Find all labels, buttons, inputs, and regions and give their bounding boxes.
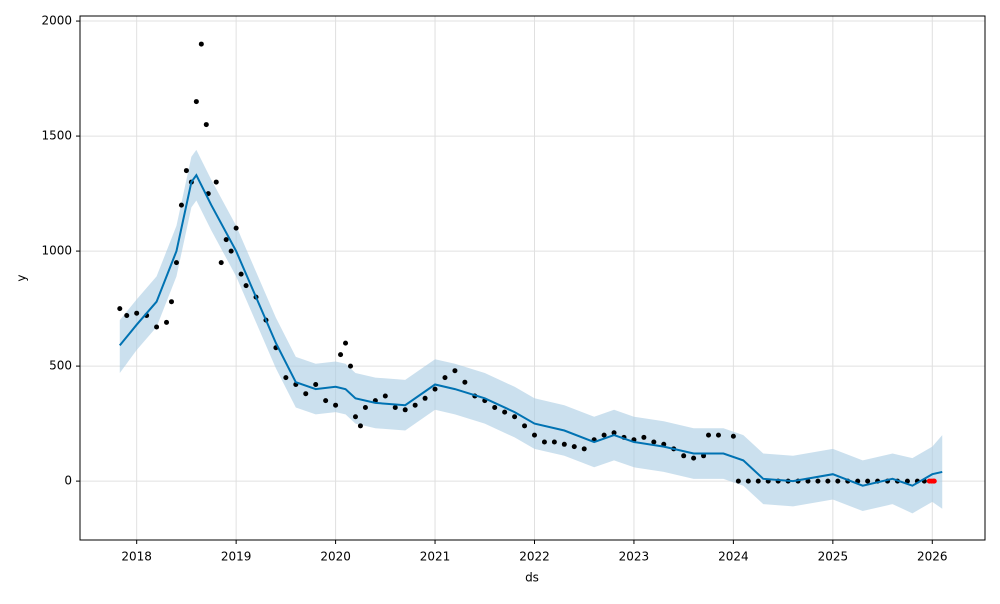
observed-point [641,434,647,440]
y-tick-label: 1000 [41,244,72,258]
observed-point [218,260,224,266]
observed-point [228,248,234,254]
forecast-line [119,173,943,487]
observed-point [691,455,697,461]
observed-point [164,319,170,325]
observed-point [730,433,736,439]
observed-point [541,439,547,445]
observed-point [561,441,567,447]
observed-point [681,453,687,459]
observed-point [735,478,741,484]
y-tick-label: 0 [64,474,72,488]
observed-point [173,260,179,266]
observed-point [706,432,712,438]
x-tick-label: 2019 [221,550,252,564]
observed-point [651,439,657,445]
observed-point [402,407,408,413]
observed-point [313,382,319,388]
observed-point [323,398,329,404]
observed-point [362,405,368,411]
observed-point [193,99,199,105]
observed-point [512,414,518,420]
observed-point [815,478,821,484]
x-axis-label: ds [525,571,539,585]
observed-point [343,340,349,346]
observed-point [134,310,140,316]
observed-point [755,478,761,484]
y-tick-label: 2000 [41,14,72,28]
y-tick-label: 500 [49,359,72,373]
observed-point [348,363,354,369]
x-tick-label: 2024 [718,550,749,564]
observed-point [571,444,577,450]
observed-point [551,439,557,445]
observed-point [432,386,438,392]
observed-point [233,225,239,231]
observed-point [581,446,587,452]
x-tick-label: 2025 [818,550,849,564]
observed-point [805,478,811,484]
observed-point [303,391,309,397]
observed-point [601,432,607,438]
x-tick-label: 2023 [619,550,650,564]
observed-point [124,312,130,318]
observed-point [502,409,508,415]
observed-point [168,299,174,305]
observed-point [352,414,358,420]
plot-frame [79,15,986,541]
observed-point [825,478,831,484]
x-tick-label: 2021 [420,550,451,564]
uncertainty-band [119,149,943,514]
observed-point [117,306,123,312]
observed-point [412,402,418,408]
observed-point [223,237,229,243]
observed-point [382,393,388,399]
observed-point [238,271,244,277]
observed-point [178,202,184,208]
observed-point [522,423,528,429]
observed-point [835,478,841,484]
y-tick-label: 1500 [41,129,72,143]
observed-point [357,423,363,429]
x-tick-label: 2022 [519,550,550,564]
observed-point [198,41,204,47]
observed-point [865,478,871,484]
x-tick-label: 2026 [917,550,948,564]
observed-point [392,405,398,411]
observed-point [333,402,339,408]
x-tick-label: 2018 [121,550,152,564]
observed-point [745,478,751,484]
future-point [931,478,937,484]
observed-point [462,379,468,385]
observed-point [715,432,721,438]
x-tick-label: 2020 [320,550,351,564]
observed-point [442,375,448,381]
observed-point [338,352,344,358]
observed-point [701,453,707,459]
observed-point [611,430,617,436]
observed-point [183,168,189,174]
observed-point [531,432,537,438]
observed-point [203,122,209,128]
observed-point [213,179,219,185]
y-axis-label: y [15,274,29,281]
observed-point [422,395,428,401]
observed-point [904,478,910,484]
observed-point [283,375,289,381]
observed-point [452,368,458,374]
observed-point [243,283,249,289]
observed-point [154,324,160,330]
observed-point [492,405,498,411]
